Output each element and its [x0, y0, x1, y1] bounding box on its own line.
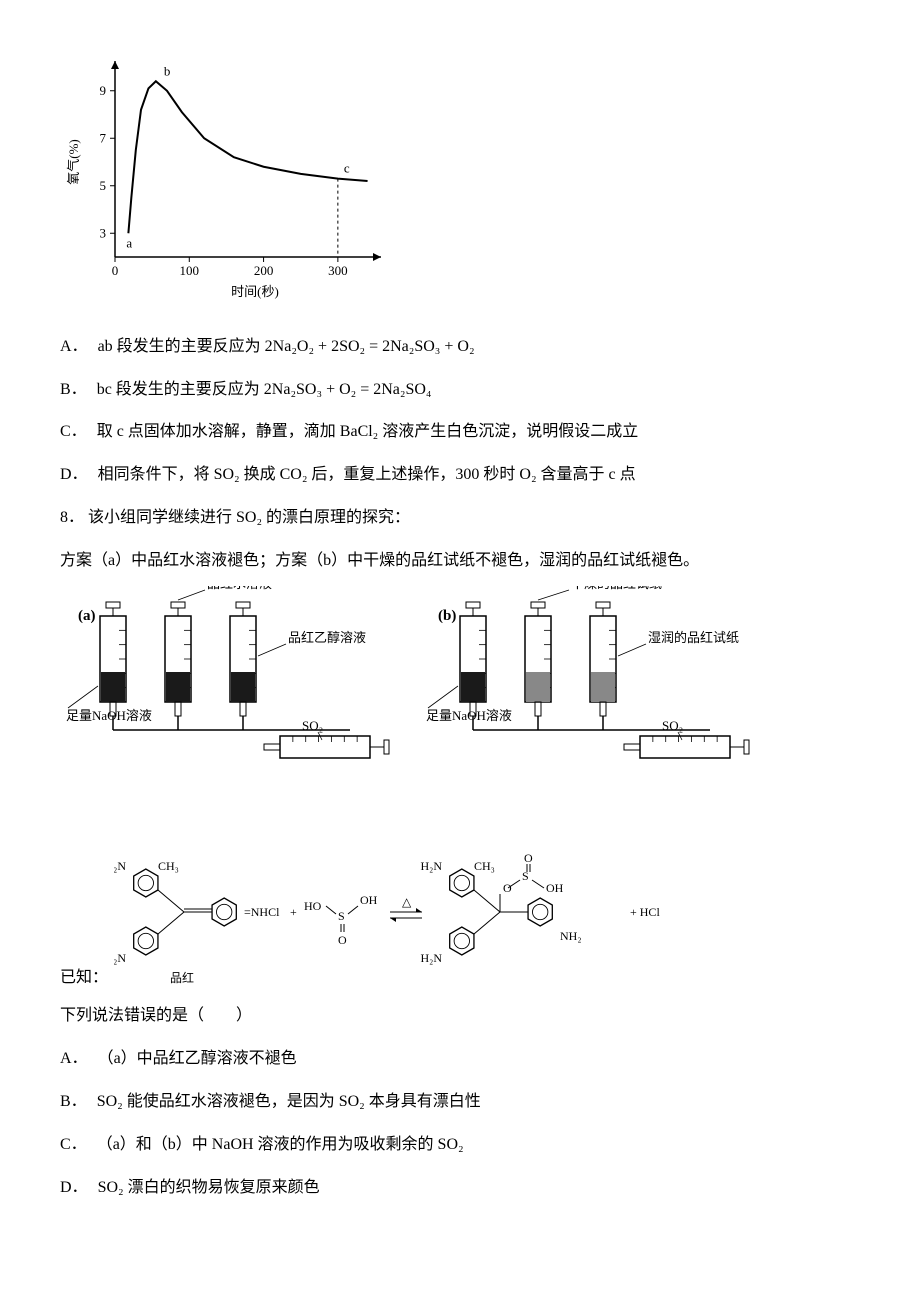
svg-text:b: b [164, 63, 171, 78]
svg-text:O: O [338, 933, 347, 947]
svg-text:+: + [290, 905, 297, 919]
q8-stem1: 8． 该小组同学继续进行 SO₂ 的漂白原理的探究： [60, 504, 860, 533]
q7-option-c: C． 取 c 点固体加水溶解，静置，滴加 BaCl₂ 溶液产生白色沉淀，说明假设… [60, 418, 860, 447]
svg-text:(b): (b) [438, 608, 456, 624]
svg-text:+ HCl: + HCl [630, 905, 660, 919]
option-text: SO₂ 能使品红水溶液褪色，是因为 SO₂ 本身具有漂白性 [97, 1093, 481, 1110]
svg-text:a: a [126, 235, 132, 250]
svg-text:足量NaOH溶液: 足量NaOH溶液 [426, 708, 512, 723]
option-label: C． [60, 423, 87, 440]
option-text: ab 段发生的主要反应为 [98, 338, 261, 355]
svg-text:品红乙醇溶液: 品红乙醇溶液 [288, 630, 366, 645]
svg-text:9: 9 [100, 83, 107, 98]
svg-text:时间(秒): 时间(秒) [231, 284, 279, 299]
svg-text:品红水溶液: 品红水溶液 [207, 586, 272, 591]
svg-text:O: O [524, 851, 533, 865]
option-text: bc 段发生的主要反应为 [97, 381, 260, 398]
q8-option-b: B． SO₂ 能使品红水溶液褪色，是因为 SO₂ 本身具有漂白性 [60, 1088, 860, 1117]
svg-text:CH₃: CH₃ [474, 859, 495, 873]
svg-text:5: 5 [100, 178, 107, 193]
q8-option-c: C． （a）和（b）中 NaOH 溶液的作用为吸收剩余的 SO₂ [60, 1131, 860, 1160]
reaction-svg: H₂NCH₃H₂N=NHCl品红+HOSOOH△H₂NCH₃H₂NNH₂OSOO… [114, 832, 734, 992]
svg-text:HO: HO [304, 899, 322, 913]
q8-option-d: D． SO₂ 漂白的织物易恢复原来颜色 [60, 1174, 860, 1203]
option-text: 相同条件下，将 SO₂ 换成 CO₂ 后，重复上述操作，300 秒时 O₂ 含量… [98, 466, 636, 483]
svg-text:SO₂: SO₂ [662, 718, 683, 733]
option-text: 取 c 点固体加水溶解，静置，滴加 BaCl₂ 溶液产生白色沉淀，说明假设二成立 [97, 423, 639, 440]
option-label: C． [60, 1136, 87, 1153]
svg-text:S: S [522, 869, 529, 883]
svg-text:100: 100 [180, 263, 200, 278]
svg-text:CH₃: CH₃ [158, 859, 179, 873]
svg-text:△: △ [402, 895, 412, 909]
known-label: 已知： [60, 964, 108, 993]
q7-option-b: B． bc 段发生的主要反应为 2Na₂SO₃ + O₂ = 2Na₂SO₄ [60, 376, 860, 405]
apparatus-svg: (a) 足量NaOH溶液 品红水溶液品红乙醇溶液 SO₂ (b) 足量NaOH溶液 干燥的品… [60, 586, 780, 806]
svg-text:湿润的品红试纸: 湿润的品红试纸 [648, 630, 739, 645]
svg-text:H₂N: H₂N [421, 859, 443, 873]
option-label: B． [60, 381, 87, 398]
oxygen-time-chart: 0 100 200 300 3 5 7 9 时间(秒) 氧气(%) a b c [60, 52, 860, 313]
svg-text:0: 0 [112, 263, 119, 278]
svg-text:品红: 品红 [170, 970, 194, 985]
svg-text:=NHCl: =NHCl [244, 905, 280, 919]
svg-text:NH₂: NH₂ [560, 929, 582, 943]
svg-text:OH: OH [546, 881, 564, 895]
option-label: D． [60, 1179, 88, 1196]
svg-text:OH: OH [360, 893, 378, 907]
svg-text:S: S [338, 909, 345, 923]
svg-text:H₂N: H₂N [421, 951, 443, 965]
svg-text:足量NaOH溶液: 足量NaOH溶液 [66, 708, 152, 723]
svg-text:氧气(%): 氧气(%) [66, 139, 81, 185]
option-text: SO₂ 漂白的织物易恢复原来颜色 [98, 1179, 320, 1196]
option-label: A． [60, 1050, 88, 1067]
question-number: 8． [60, 509, 84, 526]
option-label: A． [60, 338, 88, 355]
q7-option-a: A． ab 段发生的主要反应为 2Na₂O₂ + 2SO₂ = 2Na₂SO₃ … [60, 333, 860, 362]
option-label: B． [60, 1093, 87, 1110]
option-text: （a）和（b）中 NaOH 溶液的作用为吸收剩余的 SO₂ [97, 1136, 464, 1153]
svg-text:O: O [503, 881, 512, 895]
chart-svg: 0 100 200 300 3 5 7 9 时间(秒) 氧气(%) a b c [60, 52, 390, 302]
q8-question: 下列说法错误的是（ ） [60, 1002, 860, 1031]
svg-text:300: 300 [328, 263, 348, 278]
known-line: 已知： H₂NCH₃H₂N=NHCl品红+HOSOOH△H₂NCH₃H₂NNH₂… [60, 832, 860, 992]
option-eq: 2Na₂O₂ + 2SO₂ = 2Na₂SO₃ + O₂ [265, 338, 475, 355]
q8-stem2: 方案（a）中品红水溶液褪色；方案（b）中干燥的品红试纸不褪色，湿润的品红试纸褪色… [60, 547, 860, 576]
svg-text:200: 200 [254, 263, 273, 278]
svg-text:H₂N: H₂N [114, 951, 126, 965]
q7-option-d: D． 相同条件下，将 SO₂ 换成 CO₂ 后，重复上述操作，300 秒时 O₂… [60, 461, 860, 490]
stem-text: 该小组同学继续进行 SO₂ 的漂白原理的探究： [88, 509, 410, 526]
option-label: D． [60, 466, 88, 483]
svg-text:干燥的品红试纸: 干燥的品红试纸 [571, 586, 662, 591]
option-text: （a）中品红乙醇溶液不褪色 [98, 1050, 297, 1067]
svg-text:SO₂: SO₂ [302, 718, 323, 733]
option-eq: 2Na₂SO₃ + O₂ = 2Na₂SO₄ [264, 381, 432, 398]
svg-text:H₂N: H₂N [114, 859, 126, 873]
apparatus-diagram: (a) 足量NaOH溶液 品红水溶液品红乙醇溶液 SO₂ (b) 足量NaOH溶液 干燥的品… [60, 586, 860, 817]
svg-text:3: 3 [100, 225, 107, 240]
q8-option-a: A． （a）中品红乙醇溶液不褪色 [60, 1045, 860, 1074]
svg-text:7: 7 [100, 130, 107, 145]
svg-text:(a): (a) [78, 608, 96, 624]
svg-text:c: c [344, 161, 350, 176]
